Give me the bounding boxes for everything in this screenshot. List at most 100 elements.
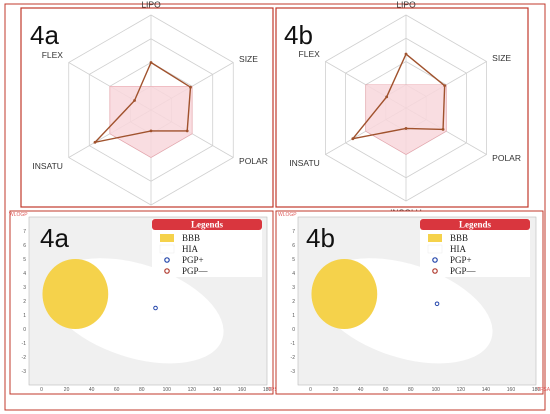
- radar-point-insatu: [351, 137, 355, 141]
- radar-point-polar: [185, 129, 189, 133]
- x-tick-label: 20: [333, 387, 339, 393]
- legend-entry-pgp-minus: PGP—: [182, 266, 209, 276]
- y-tick-label: -2: [22, 355, 27, 361]
- legend-entry-bbb: BBB: [450, 233, 468, 243]
- panel-label-4a-egg: 4a: [40, 223, 69, 253]
- x-axis-title: TPSA: [268, 387, 282, 393]
- x-tick-label: 80: [408, 387, 414, 393]
- radar-point-flex: [133, 99, 136, 102]
- radar-axis-label-flex: FLEX: [299, 49, 321, 59]
- y-axis-title: WLOGP: [278, 212, 297, 218]
- legend-swatch-bbb: [160, 234, 174, 242]
- y-tick-label: -1: [22, 341, 27, 347]
- x-tick-label: 120: [188, 387, 197, 393]
- radar-axis-label-size: SIZE: [239, 54, 258, 64]
- panel-label-4b-radar: 4b: [284, 20, 313, 50]
- legend-entry-pgp-plus: PGP+: [182, 255, 204, 265]
- y-tick-label: -2: [291, 355, 296, 361]
- egg-plot-4a: 0 20 40 60 80 100 120 140 160 180 -3 -2 -1 0 1 2 3 4 5 6 7 TP…: [9, 212, 282, 393]
- y-tick-label: 6: [23, 243, 26, 249]
- x-tick-label: 140: [482, 387, 491, 393]
- radar-axis-label-lipo: LIPO: [396, 0, 416, 9]
- legend-entry-hia: HIA: [450, 244, 466, 254]
- x-tick-label: 60: [383, 387, 389, 393]
- radar-point-insolu: [404, 127, 408, 130]
- legend-entry-pgp-minus: PGP—: [450, 266, 477, 276]
- x-tick-label: 100: [163, 387, 172, 393]
- legend-title: Legends: [191, 220, 224, 230]
- y-tick-label: 1: [292, 313, 295, 319]
- x-tick-label: 40: [89, 387, 95, 393]
- y-tick-label: 5: [23, 257, 26, 263]
- legend-swatch-pgp-minus: [164, 268, 170, 274]
- y-axis-title: WLOGP: [9, 212, 28, 218]
- bbb-region: [311, 259, 378, 329]
- molecule-point: [434, 301, 440, 307]
- legend-header: [152, 219, 262, 230]
- y-tick-label: 3: [23, 285, 26, 291]
- radar-axis-label-size: SIZE: [492, 53, 511, 63]
- molecule-point: [153, 305, 158, 311]
- x-tick-label: 180: [532, 387, 541, 393]
- radar-point-insolu: [149, 129, 153, 133]
- egg-panel-4a: 0 20 40 60 80 100 120 140 160 180 -3 -2 -1 0 1 2 3 4 5 6 7 TP…: [9, 210, 282, 395]
- legend-title: Legends: [459, 220, 492, 230]
- legend-swatch-bbb: [428, 234, 442, 242]
- legend-swatch-hia: [159, 244, 175, 254]
- radar-axis-label-lipo: LIPO: [141, 0, 161, 9]
- legend-header: [420, 219, 530, 230]
- x-tick-label: 140: [213, 387, 222, 393]
- radar-axis-label-insatu: INSATU: [32, 161, 63, 171]
- y-tick-label: 0: [23, 327, 26, 333]
- radar-axis-label-polar: POLAR: [239, 156, 268, 166]
- egg-panel-4b: 0 20 40 60 80 100 120 140 160 180 -3 -2 -1 0 1 2 3 4 5 6 7 TP…: [275, 210, 550, 395]
- legend-entry-hia: HIA: [182, 244, 198, 254]
- radar-point-insatu: [93, 140, 97, 144]
- radar-axis-label-flex: FLEX: [42, 50, 64, 60]
- radar-point-polar: [441, 127, 445, 131]
- x-tick-label: 180: [263, 387, 272, 393]
- y-tick-label: 7: [292, 229, 295, 235]
- y-tick-label: 4: [23, 271, 26, 277]
- y-tick-label: 0: [292, 327, 295, 333]
- panel-label-4b-egg: 4b: [306, 223, 335, 253]
- radar-optimal-zone: [365, 84, 447, 155]
- legend-swatch-hia: [427, 244, 443, 254]
- y-tick-label: 1: [23, 313, 26, 319]
- radar-panel-4b: 4b LIPOSIZEPOLARINSOLUINSATUFLEX: [275, 0, 529, 218]
- legend-entry-bbb: BBB: [182, 233, 200, 243]
- y-tick-label: -3: [291, 369, 296, 375]
- x-tick-label: 160: [507, 387, 516, 393]
- y-tick-label: 3: [292, 285, 295, 291]
- radar-panel-4a: 4a LIPOSIZEPOLARINSOLUINSATUFLEX: [20, 0, 274, 222]
- legend-swatch-pgp-minus: [432, 268, 438, 274]
- x-tick-label: 0: [40, 387, 43, 393]
- legend-swatch-pgp-plus: [164, 257, 170, 263]
- panel-label-4a-radar: 4a: [30, 20, 59, 50]
- radar-point-size: [443, 84, 447, 88]
- radar-point-flex: [385, 95, 389, 99]
- y-tick-label: 7: [23, 229, 26, 235]
- x-tick-label: 120: [457, 387, 466, 393]
- y-tick-label: 2: [23, 299, 26, 305]
- legend-swatch-pgp-plus: [432, 257, 438, 263]
- x-tick-label: 100: [432, 387, 441, 393]
- legend-entry-pgp-plus: PGP+: [450, 255, 472, 265]
- x-tick-label: 0: [309, 387, 312, 393]
- outer-frame: [4, 3, 546, 411]
- y-tick-label: 2: [292, 299, 295, 305]
- x-tick-label: 60: [114, 387, 120, 393]
- radar-point-size: [189, 85, 192, 89]
- y-tick-label: -1: [291, 341, 296, 347]
- y-tick-label: 5: [292, 257, 295, 263]
- x-tick-label: 160: [238, 387, 247, 393]
- x-tick-label: 80: [139, 387, 145, 393]
- radar-axis-label-insatu: INSATU: [289, 158, 320, 168]
- radar-point-lipo: [149, 61, 153, 64]
- x-tick-label: 40: [358, 387, 364, 393]
- y-tick-label: 6: [292, 243, 295, 249]
- x-tick-label: 20: [64, 387, 70, 393]
